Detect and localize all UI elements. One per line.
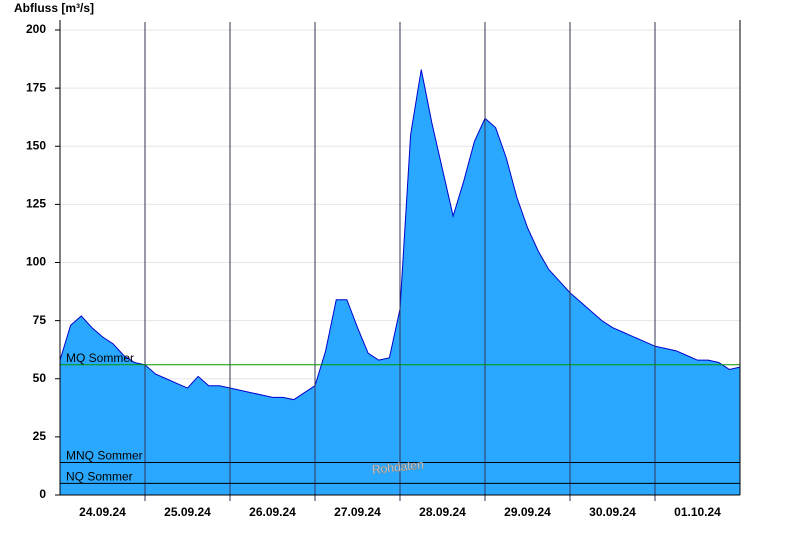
x-tick-label: 29.09.24 — [504, 505, 551, 519]
reference-label: NQ Sommer — [66, 470, 133, 484]
reference-label: MNQ Sommer — [66, 449, 143, 463]
y-tick-label: 200 — [26, 22, 46, 36]
x-tick-label: 01.10.24 — [674, 505, 721, 519]
x-tick-label: 28.09.24 — [419, 505, 466, 519]
reference-label: MQ Sommer — [66, 351, 134, 365]
x-tick-label: 30.09.24 — [589, 505, 636, 519]
x-tick-label: 25.09.24 — [164, 505, 211, 519]
chart-title: Abfluss [m³/s] — [14, 1, 94, 15]
x-tick-label: 27.09.24 — [334, 505, 381, 519]
x-tick-label: 24.09.24 — [79, 505, 126, 519]
y-tick-label: 175 — [26, 80, 46, 94]
y-tick-label: 150 — [26, 138, 46, 152]
y-tick-label: 75 — [33, 313, 47, 327]
y-tick-label: 125 — [26, 197, 46, 211]
y-tick-label: 25 — [33, 429, 47, 443]
x-tick-label: 26.09.24 — [249, 505, 296, 519]
y-tick-label: 50 — [33, 371, 47, 385]
y-tick-label: 100 — [26, 255, 46, 269]
watermark: Rohdaten — [371, 457, 424, 476]
y-tick-label: 0 — [39, 487, 46, 501]
